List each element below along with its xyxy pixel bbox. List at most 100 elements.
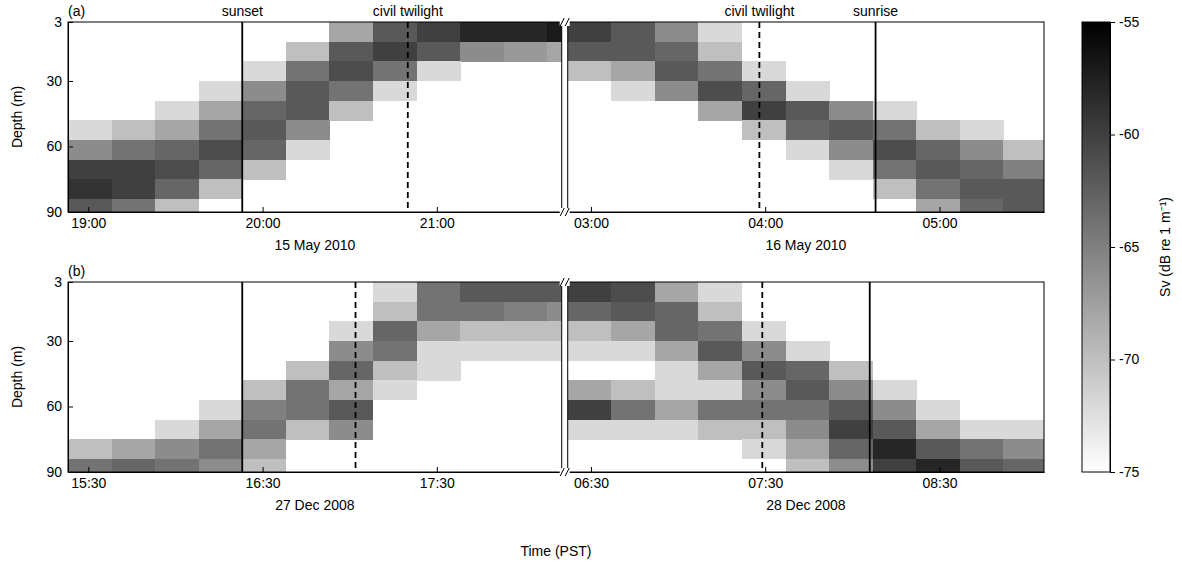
axis-break-patch (560, 278, 570, 286)
cell (698, 400, 742, 420)
y-tick-mark (68, 472, 73, 473)
cell (68, 140, 112, 160)
cell (916, 179, 960, 199)
cell (1003, 459, 1044, 472)
cell (786, 439, 830, 459)
colorbar: -55-60-65-70-75Sv (dB re 1 m⁻¹) (1082, 14, 1173, 480)
cell (112, 459, 156, 472)
cell (655, 81, 699, 101)
axis-break (565, 468, 569, 476)
axis-break-patch (560, 208, 570, 216)
colorbar-tick: -75 (1110, 464, 1139, 480)
cell (698, 282, 742, 302)
cell (786, 420, 830, 440)
cell (960, 160, 1004, 180)
axis-break (565, 278, 569, 286)
cell (1003, 140, 1044, 160)
cell (960, 179, 1004, 199)
cell (373, 81, 417, 101)
cell (547, 321, 562, 341)
y-tick-mark (68, 81, 73, 82)
cell (460, 341, 504, 361)
cell (199, 420, 243, 440)
x-axis-line (69, 472, 563, 473)
cell (329, 380, 373, 400)
x-tick: 05:00 (922, 207, 957, 231)
event-label: civil twilight (373, 3, 443, 19)
x-axis-title: Time (PST) (520, 543, 591, 559)
cell (112, 179, 156, 199)
cell (68, 179, 112, 199)
cell (112, 120, 156, 140)
event-label: civil twilight (724, 3, 794, 19)
cell (329, 42, 373, 62)
y-tick-mark (68, 146, 73, 147)
cell (655, 341, 699, 361)
cell (286, 101, 330, 121)
cell (655, 22, 699, 42)
y-tick: 30 (46, 333, 73, 349)
cell (611, 61, 655, 81)
x-tick-mark (88, 207, 89, 212)
cell (611, 22, 655, 42)
x-tick: 03:00 (574, 207, 609, 231)
axis-break (560, 18, 564, 26)
cell (829, 361, 873, 381)
cell (786, 140, 830, 160)
cell (547, 42, 562, 62)
x-tick-mark (591, 467, 592, 472)
axis-break (560, 468, 564, 476)
x-tick-label: 05:00 (922, 215, 957, 231)
cell (199, 459, 243, 472)
cell (155, 101, 199, 121)
cell (373, 61, 417, 81)
colorbar-tick: -70 (1110, 351, 1139, 367)
axis-break (565, 208, 569, 216)
cell (568, 42, 612, 62)
cell (460, 22, 504, 42)
cell (698, 81, 742, 101)
cell (242, 81, 286, 101)
colorbar-tick-label: -60 (1119, 126, 1139, 142)
cell (460, 42, 504, 62)
colorbar-tick-label: -75 (1119, 464, 1139, 480)
cells (568, 22, 1044, 212)
cell (873, 160, 917, 180)
cell (373, 302, 417, 322)
x-tick-label: 07:30 (748, 475, 783, 491)
colorbar-tick-mark (1110, 360, 1115, 361)
colorbar-tick: -55 (1110, 14, 1139, 30)
x-tick: 15:30 (71, 467, 106, 491)
cell (504, 22, 548, 42)
cell (698, 302, 742, 322)
cell (916, 160, 960, 180)
x-tick-label: 04:00 (748, 215, 783, 231)
y-axis-line (68, 23, 69, 213)
axis-break-patch (560, 468, 570, 476)
cell (242, 400, 286, 420)
cell (329, 361, 373, 381)
colorbar-tick-mark (1110, 472, 1115, 473)
cell (504, 282, 548, 302)
x-tick-mark (263, 207, 264, 212)
x-tick-mark (765, 207, 766, 212)
cell (568, 61, 612, 81)
cell (786, 380, 830, 400)
cell (611, 380, 655, 400)
cell (698, 61, 742, 81)
y-tick: 90 (46, 204, 73, 220)
x-tick: 21:00 (420, 207, 455, 231)
cell (199, 179, 243, 199)
cell (829, 101, 873, 121)
cell (1003, 420, 1044, 440)
cell (960, 120, 1004, 140)
cell (873, 101, 917, 121)
cell (242, 140, 286, 160)
cell (373, 22, 417, 42)
cell (68, 120, 112, 140)
cell (829, 120, 873, 140)
colorbar-axis: -55-60-65-70-75 (1110, 14, 1139, 480)
cell (916, 459, 960, 472)
x-tick-label: 03:00 (574, 215, 609, 231)
cell (960, 140, 1004, 160)
